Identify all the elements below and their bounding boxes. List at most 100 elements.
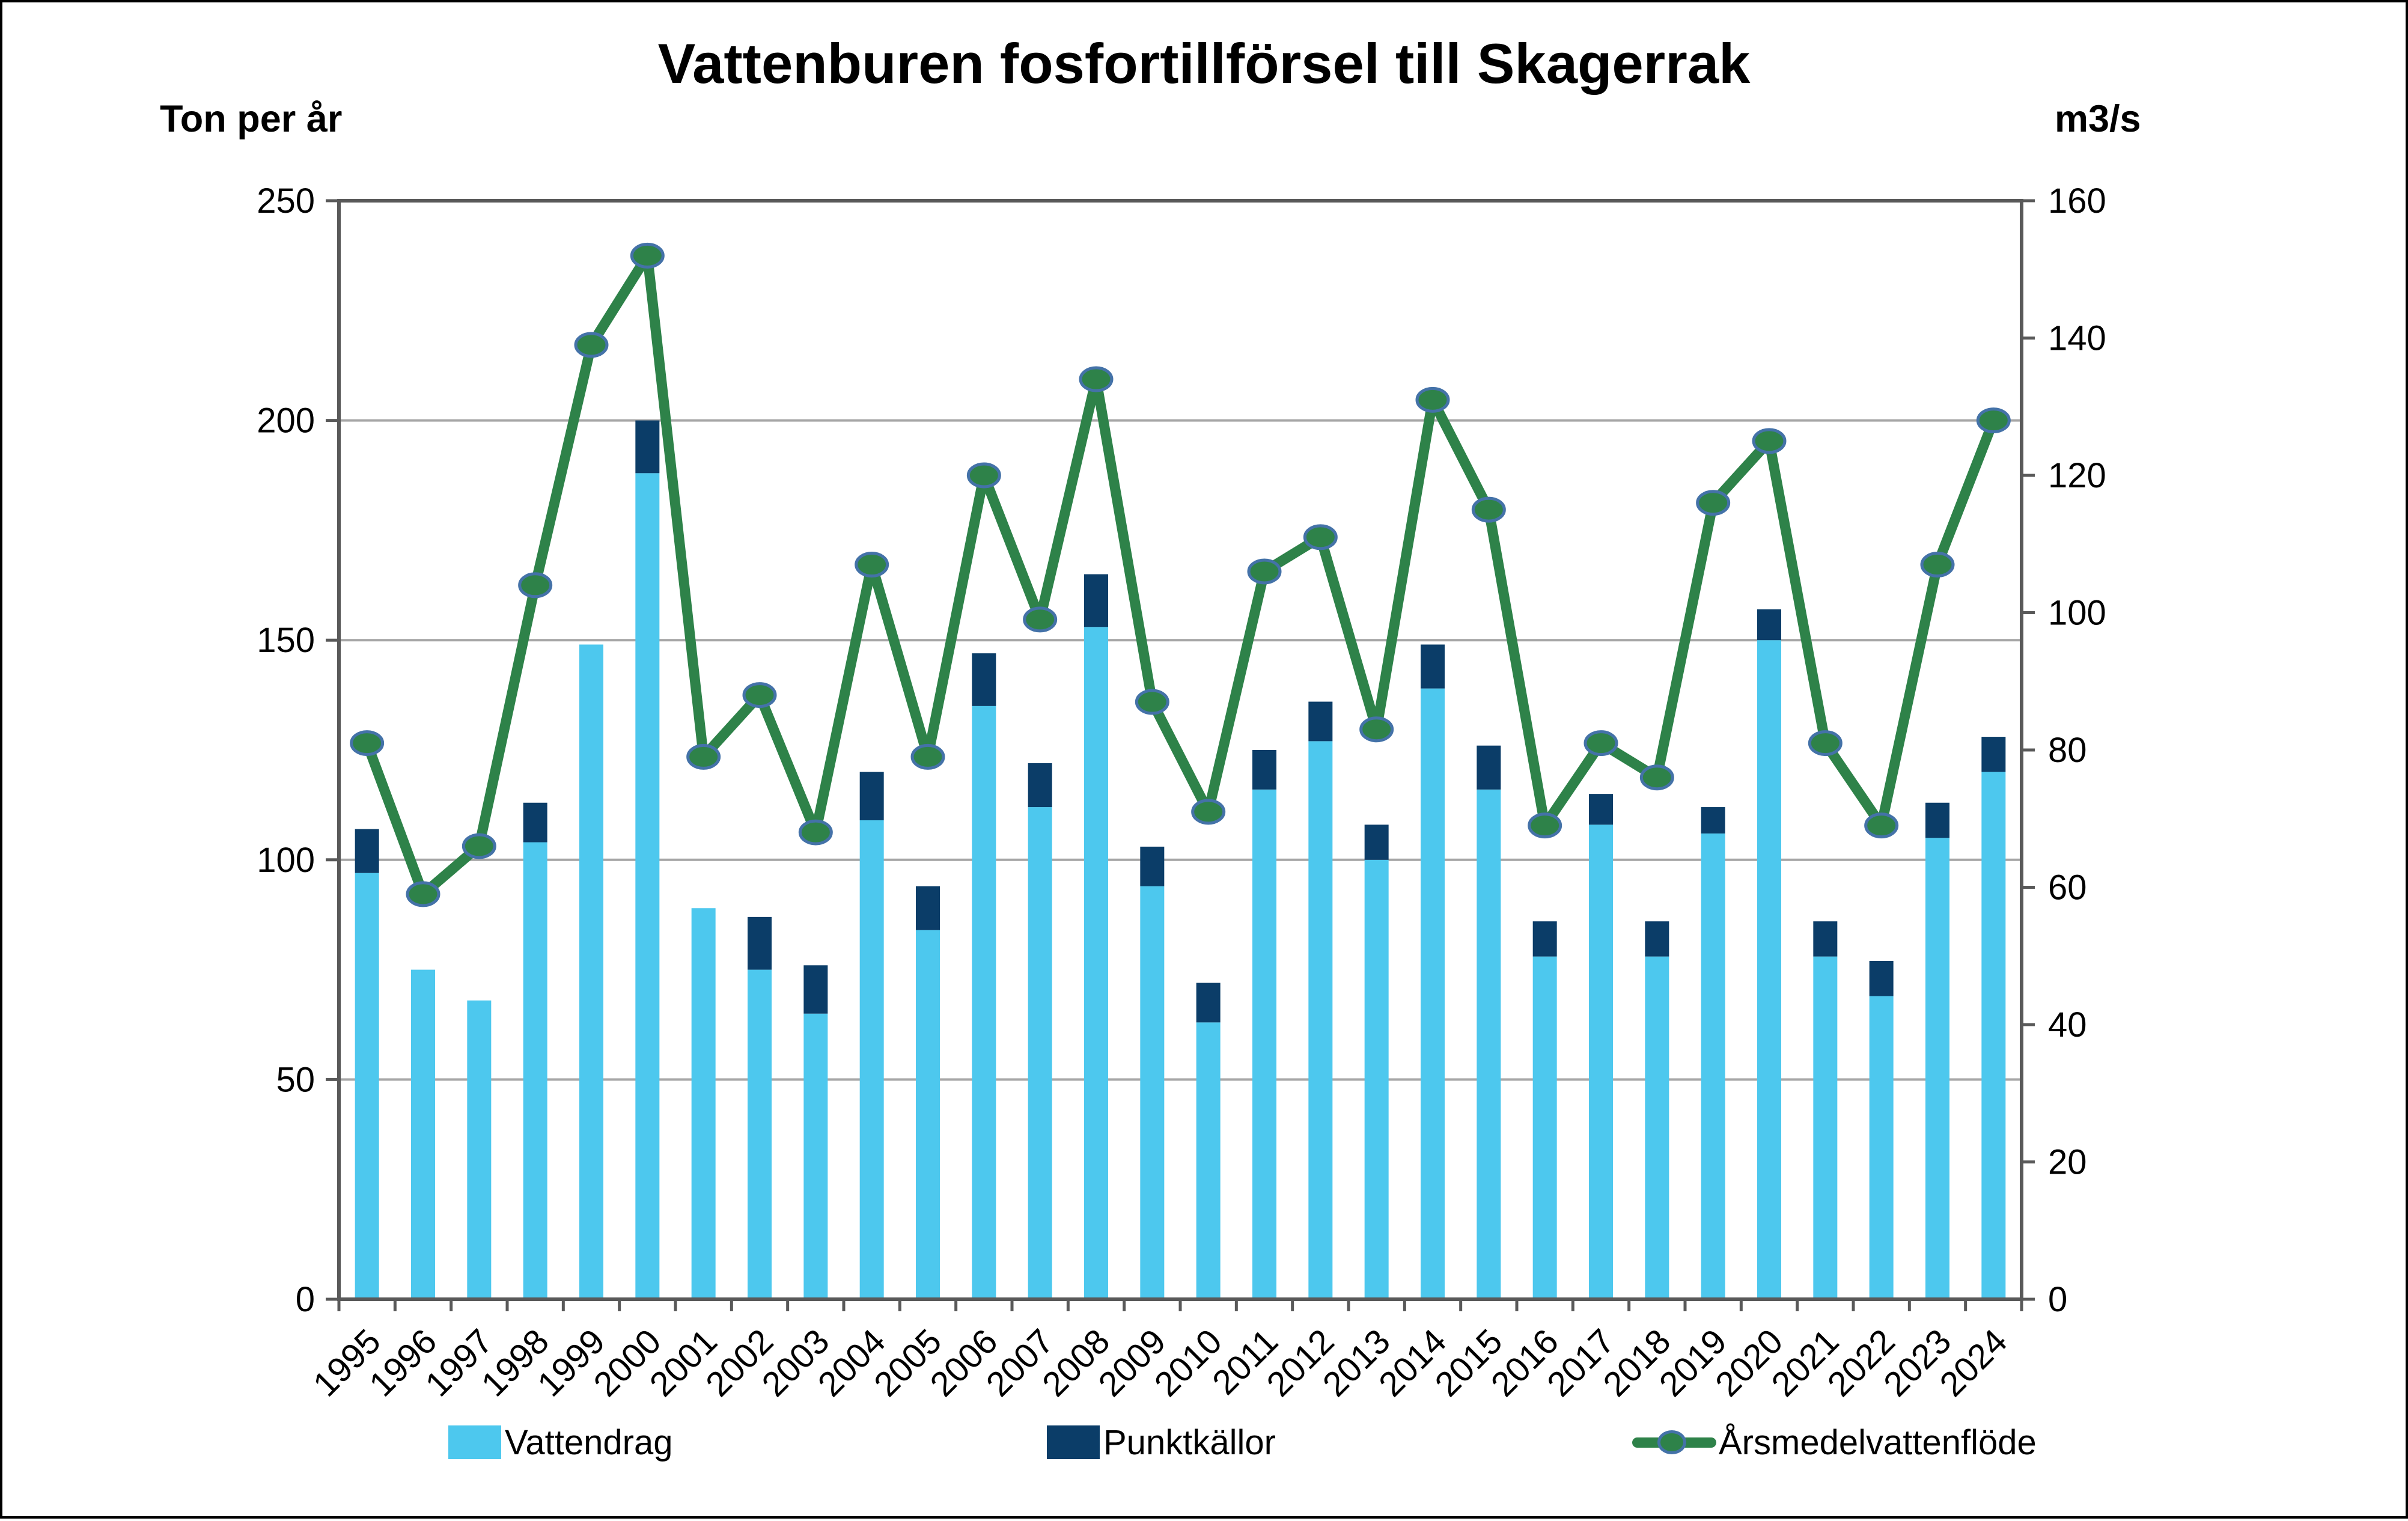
bar-punktkallor-2018: [1645, 921, 1669, 957]
right-tick-label-40: 40: [2048, 1005, 2087, 1044]
bar-punktkallor-2022: [1869, 960, 1894, 996]
bar-punktkallor-2016: [1532, 921, 1557, 957]
bar-vattendrag-2003: [803, 1013, 828, 1299]
bar-punktkallor-2020: [1757, 609, 1781, 641]
bar-punktkallor-2014: [1421, 644, 1445, 689]
line-marker-2001: [686, 743, 721, 770]
bar-punktkallor-2000: [635, 420, 660, 474]
bar-punktkallor-2012: [1308, 701, 1333, 742]
bar-vattendrag-2024: [1981, 772, 2006, 1299]
legend-item-vattendrag: Vattendrag: [448, 1418, 672, 1466]
bar-punktkallor-2007: [1028, 763, 1052, 808]
bar-vattendrag-2020: [1757, 640, 1781, 1299]
line-marker-2009: [1135, 689, 1169, 715]
chart-title: Vattenburen fosfortillförsel till Skager…: [657, 32, 1751, 95]
bar-vattendrag-2016: [1532, 956, 1557, 1299]
line-marker-2016: [1528, 812, 1562, 839]
bar-punktkallor-2024: [1981, 737, 2006, 772]
bar-punktkallor-2013: [1364, 825, 1389, 860]
bar-vattendrag-1997: [467, 1000, 492, 1299]
bar-vattendrag-2011: [1252, 789, 1276, 1299]
left-tick-label-150: 150: [257, 621, 315, 660]
bar-vattendrag-2002: [748, 969, 772, 1299]
bar-vattendrag-2007: [1028, 807, 1052, 1299]
bar-vattendrag-2021: [1813, 956, 1838, 1299]
line-marker-2020: [1752, 428, 1787, 454]
bar-vattendrag-1996: [411, 969, 435, 1299]
line-marker-2003: [798, 819, 833, 846]
bar-vattendrag-2004: [859, 820, 884, 1299]
left-tick-label-0: 0: [296, 1280, 315, 1319]
line-marker-1999: [574, 332, 609, 358]
line-marker-2017: [1583, 730, 1618, 757]
bar-vattendrag-2015: [1477, 789, 1501, 1299]
bar-vattendrag-2008: [1084, 627, 1108, 1299]
bar-punktkallor-2008: [1084, 574, 1108, 627]
line-marker-2015: [1471, 496, 1506, 523]
bar-punktkallor-2019: [1701, 807, 1725, 834]
bar-punktkallor-1995: [355, 829, 379, 873]
bar-punktkallor-2004: [859, 772, 884, 820]
right-axis-title: m3/s: [2055, 98, 2141, 140]
legend: Vattendrag Punktkällor Årsmedelvattenflö…: [2, 1418, 2406, 1472]
bar-vattendrag-1998: [523, 842, 547, 1299]
line-marker-1998: [518, 572, 553, 599]
bar-punktkallor-2015: [1477, 745, 1501, 790]
bar-vattendrag-2001: [691, 908, 716, 1299]
line-marker-2004: [855, 552, 889, 578]
line-marker-2023: [1920, 552, 1955, 578]
bar-punktkallor-2009: [1140, 846, 1165, 886]
legend-swatch-flode-icon: [1632, 1423, 1716, 1462]
legend-label-flode: Årsmedelvattenflöde: [1719, 1422, 2037, 1462]
bar-vattendrag-2023: [1925, 838, 1949, 1299]
line-marker-2008: [1079, 366, 1114, 392]
bar-punktkallor-2017: [1589, 794, 1613, 825]
line-marker-2013: [1359, 716, 1394, 743]
bar-vattendrag-2018: [1645, 956, 1669, 1299]
bar-punktkallor-1998: [523, 802, 547, 843]
line-marker-2002: [742, 682, 777, 709]
legend-swatch-punktkallor-icon: [1047, 1425, 1100, 1459]
legend-label-punktkallor: Punktkällor: [1103, 1422, 1276, 1462]
right-tick-label-100: 100: [2048, 594, 2106, 633]
bar-punktkallor-2023: [1925, 802, 1949, 838]
line-marker-2006: [966, 462, 1001, 489]
line-marker-2022: [1864, 812, 1899, 839]
bar-vattendrag-2009: [1140, 886, 1165, 1299]
bar-vattendrag-2019: [1701, 833, 1725, 1299]
left-tick-label-100: 100: [257, 841, 315, 880]
bar-vattendrag-2012: [1308, 741, 1333, 1299]
line-marker-1996: [406, 881, 440, 907]
left-tick-label-50: 50: [276, 1060, 315, 1099]
left-axis-title: Ton per år: [160, 98, 343, 140]
left-tick-label-200: 200: [257, 401, 315, 440]
line-marker-2019: [1696, 490, 1731, 516]
right-tick-label-0: 0: [2048, 1280, 2067, 1319]
legend-item-flode: Årsmedelvattenflöde: [1632, 1418, 2037, 1466]
bar-vattendrag-2005: [916, 930, 940, 1299]
bar-punktkallor-2010: [1196, 983, 1221, 1023]
line-arsmedelvattenflode: [362, 250, 1999, 900]
right-tick-label-20: 20: [2048, 1143, 2087, 1182]
bar-punktkallor-2021: [1813, 921, 1838, 957]
line-marker-2014: [1415, 386, 1450, 413]
bar-vattendrag-2000: [635, 473, 660, 1299]
bar-vattendrag-1999: [579, 644, 603, 1299]
line-marker-2012: [1303, 524, 1338, 550]
legend-line-marker: [1657, 1430, 1686, 1454]
right-tick-label-140: 140: [2048, 319, 2106, 358]
bar-punktkallor-2006: [972, 653, 996, 706]
bar-vattendrag-2010: [1196, 1022, 1221, 1299]
line-marker-2010: [1191, 799, 1226, 825]
bar-punktkallor-2005: [916, 886, 940, 930]
right-tick-label-160: 160: [2048, 181, 2106, 221]
bar-vattendrag-2006: [972, 706, 996, 1299]
line-marker-2007: [1023, 606, 1058, 633]
line-marker-2000: [630, 242, 665, 269]
line-marker-2024: [1976, 407, 2011, 434]
bar-vattendrag-2014: [1421, 688, 1445, 1299]
right-tick-label-120: 120: [2048, 456, 2106, 495]
line-marker-2005: [910, 743, 945, 770]
